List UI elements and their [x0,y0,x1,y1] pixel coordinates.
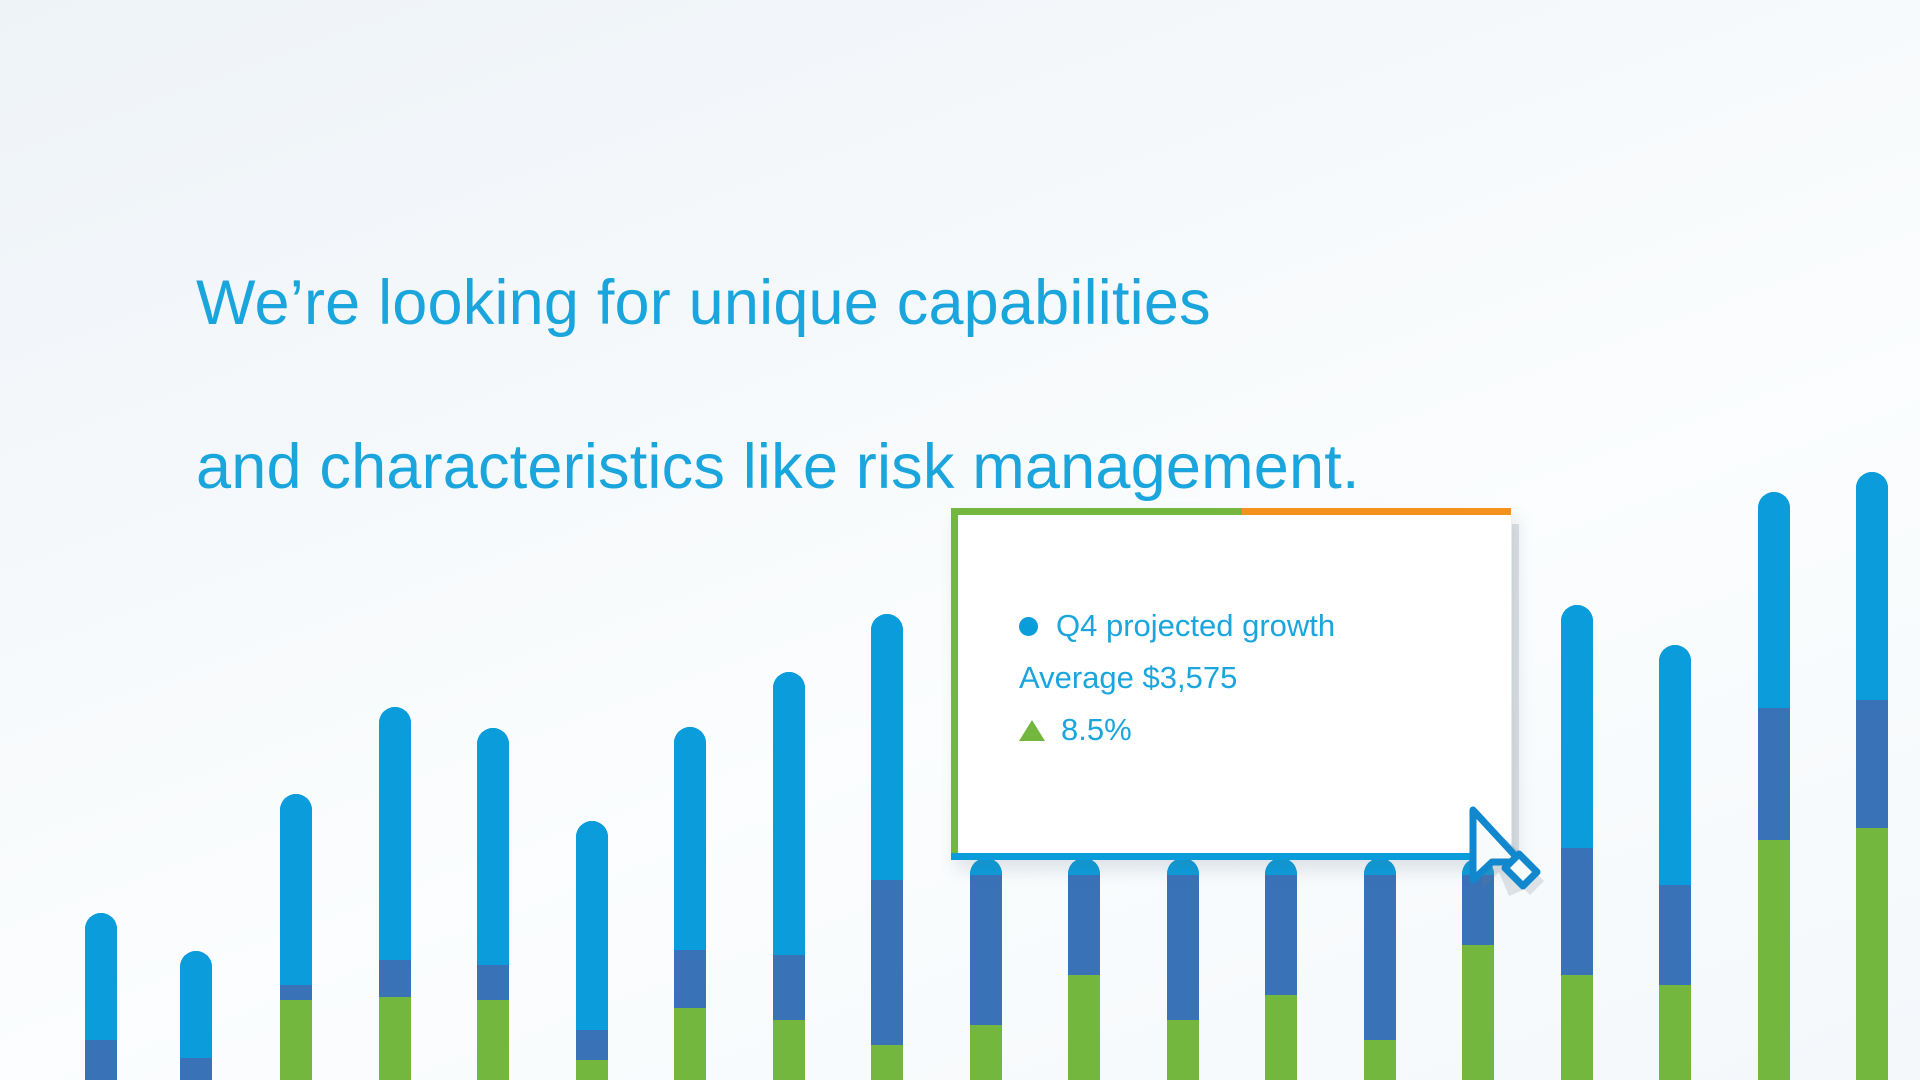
tooltip-change-label: 8.5% [1061,712,1132,747]
tooltip-average-row: Average $3,575 [1019,652,1493,704]
chart-bar[interactable] [871,614,903,1080]
bar-segment-bottom [1758,840,1790,1080]
chart-bar[interactable] [379,707,411,1080]
bar-segment-top [1364,858,1396,875]
bar-segment-bottom [871,1045,903,1080]
bar-segment-middle [773,955,805,1020]
headline-line-1: We’re looking for unique capabilities [196,268,1211,338]
bar-segment-top [379,707,411,960]
bar-segment-top [1068,858,1100,875]
tooltip-accent-top-orange [1242,508,1511,515]
bar-segment-middle [970,875,1002,1025]
headline-line-2: and characteristics like risk management… [196,432,1360,502]
bar-segment-top [1265,858,1297,875]
tooltip-average-label: Average $3,575 [1019,660,1238,695]
bar-segment-top [85,913,117,1040]
chart-bar[interactable] [1167,858,1199,1080]
bar-segment-middle [85,1040,117,1080]
tooltip-accent-top-green [951,508,1243,515]
chart-bar[interactable] [1758,492,1790,1080]
bar-segment-top [1561,605,1593,848]
tooltip-series-label: Q4 projected growth [1056,608,1336,643]
bar-segment-bottom [1856,828,1888,1080]
bar-segment-top [773,672,805,955]
bar-segment-top [1659,645,1691,885]
tooltip-body: Q4 projected growth Average $3,575 8.5% [1019,600,1493,756]
bar-segment-top [970,858,1002,875]
tooltip-accent-bottom [951,853,1511,860]
bar-segment-top [871,614,903,880]
tooltip-series-row: Q4 projected growth [1019,600,1493,652]
bar-segment-bottom [773,1020,805,1080]
chart-bar[interactable] [1068,858,1100,1080]
filled-circle-icon [1019,616,1038,636]
chart-bar[interactable] [280,794,312,1080]
bar-segment-top [1167,858,1199,875]
chart-tooltip[interactable]: Q4 projected growth Average $3,575 8.5% [951,508,1511,860]
bar-segment-bottom [576,1060,608,1080]
bar-segment-middle [674,950,706,1008]
chart-bar[interactable] [1659,645,1691,1080]
bar-segment-top [180,951,212,1058]
chart-bar[interactable] [477,728,509,1080]
tooltip-accent-left [951,508,958,860]
bar-segment-top [576,821,608,1030]
bar-segment-bottom [1167,1020,1199,1080]
chart-bar[interactable] [576,821,608,1080]
bar-segment-top [1758,492,1790,708]
chart-bar[interactable] [773,672,805,1080]
bar-segment-middle [871,880,903,1045]
bar-segment-middle [1265,875,1297,995]
bar-segment-middle [1561,848,1593,975]
bar-segment-bottom [970,1025,1002,1080]
bar-segment-middle [1758,708,1790,840]
bar-segment-bottom [379,997,411,1080]
bar-segment-middle [1167,875,1199,1020]
bar-segment-middle [1462,875,1494,945]
bar-segment-bottom [674,1008,706,1080]
chart-bar[interactable] [85,913,117,1080]
chart-bar[interactable] [1364,858,1396,1080]
bar-segment-middle [1856,700,1888,828]
bar-segment-bottom [280,1000,312,1080]
chart-bar[interactable] [674,727,706,1080]
bar-segment-bottom [1068,975,1100,1080]
bar-segment-bottom [1265,995,1297,1080]
chart-bar[interactable] [1856,472,1888,1080]
arrow-pointer-drag-icon [1469,806,1544,896]
bar-segment-middle [280,985,312,1000]
bar-segment-bottom [1659,985,1691,1080]
bar-segment-middle [1068,875,1100,975]
bar-segment-middle [180,1058,212,1080]
bar-segment-bottom [1561,975,1593,1080]
bar-segment-middle [477,965,509,1000]
chart-bar[interactable] [1265,858,1297,1080]
slider-handle-shadow [1512,524,1519,874]
mouse-cursor [1455,800,1565,910]
bar-segment-middle [379,960,411,997]
bar-segment-top [477,728,509,965]
chart-bar[interactable] [970,858,1002,1080]
tooltip-change-row: 8.5% [1019,704,1493,756]
bar-segment-bottom [1364,1040,1396,1080]
bar-segment-top [674,727,706,950]
bar-segment-middle [576,1030,608,1060]
bar-segment-top [1856,472,1888,700]
bar-segment-middle [1659,885,1691,985]
triangle-up-icon [1019,719,1045,741]
bar-segment-top [280,794,312,985]
bar-segment-middle [1364,875,1396,1040]
chart-bar[interactable] [1462,858,1494,1080]
bar-segment-bottom [477,1000,509,1080]
chart-bar[interactable] [1561,605,1593,1080]
chart-bar[interactable] [180,951,212,1080]
bar-segment-bottom [1462,945,1494,1080]
page-title: We’re looking for unique capabilities an… [196,180,1616,590]
